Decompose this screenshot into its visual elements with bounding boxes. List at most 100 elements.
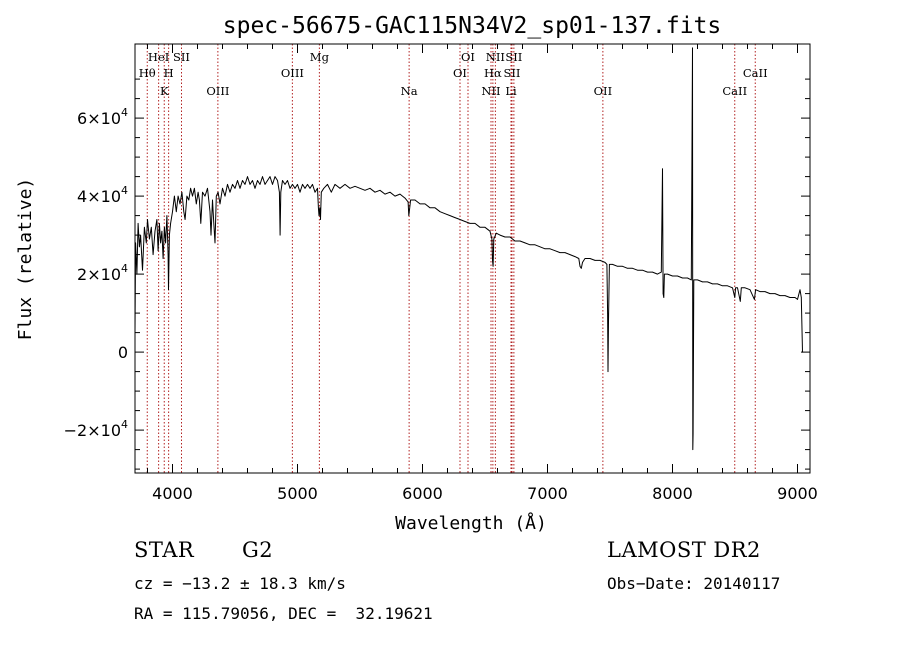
- data-point-182: [652, 271, 653, 273]
- x-tick-label-8000: 8000: [652, 484, 693, 503]
- data-point-7: [144, 227, 145, 228]
- data-point-92: [309, 188, 311, 189]
- data-point-46: [207, 188, 208, 189]
- data-point-66: [249, 184, 251, 185]
- data-point-25: [169, 234, 170, 236]
- data-point-20: [164, 227, 165, 228]
- data-point-101: [323, 188, 325, 189]
- data-point-203: [717, 283, 718, 285]
- line-label-10: OI: [461, 50, 475, 64]
- data-point-201: [707, 281, 708, 283]
- data-point-57: [227, 184, 228, 185]
- data-point-216: [759, 291, 761, 292]
- line-label-8: Na: [401, 84, 418, 98]
- data-point-190: [672, 275, 673, 277]
- data-point-220: [779, 295, 781, 296]
- data-point-4: [139, 246, 140, 248]
- data-point-131: [454, 217, 456, 218]
- data-point-191: [677, 275, 678, 277]
- data-point-211: [741, 287, 742, 289]
- data-point-163: [582, 262, 583, 263]
- data-point-177: [627, 268, 628, 269]
- data-point-218: [769, 293, 771, 294]
- data-point-86: [294, 188, 296, 189]
- data-point-88: [299, 191, 301, 193]
- data-point-204: [722, 285, 723, 287]
- y-tick-exponent-0: 4: [121, 106, 128, 119]
- data-point-132: [459, 219, 461, 220]
- data-point-157: [564, 252, 566, 253]
- data-point-176: [622, 266, 623, 267]
- data-point-24: [168, 289, 169, 291]
- data-point-148: [519, 240, 521, 242]
- data-point-146: [509, 236, 511, 238]
- data-point-8: [146, 242, 147, 244]
- data-point-48: [210, 234, 212, 236]
- y-tick-base-4: −2×10: [64, 421, 121, 440]
- line-label-16: SII: [505, 50, 522, 64]
- data-point-141: [492, 266, 494, 267]
- data-point-72: [264, 184, 266, 185]
- data-point-145: [504, 236, 506, 238]
- data-point-69: [257, 180, 258, 181]
- data-point-196: [692, 449, 694, 450]
- data-point-53: [217, 191, 219, 193]
- data-point-152: [539, 246, 541, 248]
- data-point-212: [744, 287, 746, 289]
- data-point-169: [606, 264, 608, 265]
- data-point-78: [279, 191, 280, 193]
- y-tick-label-4: −2×104: [64, 418, 128, 440]
- chart-title: spec-56675-GAC115N34V2_sp01-137.fits: [223, 13, 722, 39]
- data-point-68: [254, 188, 256, 189]
- data-point-85: [292, 184, 293, 185]
- y-tick-label-2: 2×104: [77, 262, 128, 284]
- survey-name: LAMOST DR2: [607, 538, 761, 562]
- data-point-138: [489, 230, 491, 232]
- data-point-207: [734, 297, 736, 298]
- line-label-19: CaII: [743, 66, 768, 80]
- data-point-10: [149, 238, 150, 240]
- line-label-2: K: [160, 84, 169, 98]
- data-point-27: [172, 211, 173, 212]
- data-point-35: [186, 195, 188, 197]
- line-label-9: OI: [453, 66, 467, 80]
- data-point-79: [279, 234, 281, 236]
- line-label-17: OII: [594, 84, 613, 98]
- data-point-99: [320, 219, 321, 220]
- y-axis-label: Flux (relative): [15, 178, 36, 341]
- x-tick-label-9000: 9000: [777, 484, 818, 503]
- data-point-100: [321, 191, 322, 193]
- data-point-150: [529, 244, 531, 246]
- data-point-173: [609, 264, 610, 265]
- data-point-147: [514, 240, 516, 242]
- data-point-134: [469, 223, 471, 224]
- data-point-183: [657, 273, 658, 275]
- plot-frame: [134, 43, 811, 474]
- data-point-93: [312, 184, 313, 185]
- line-label-1: HeI: [148, 50, 169, 64]
- data-point-181: [647, 271, 648, 273]
- data-point-221: [784, 295, 786, 296]
- data-point-5: [140, 234, 141, 236]
- data-point-194: [691, 279, 692, 281]
- object-subclass: G2: [242, 538, 274, 562]
- emission-line-markers: [146, 44, 756, 473]
- data-point-143: [496, 232, 497, 234]
- data-point-39: [194, 188, 195, 189]
- data-point-41: [197, 191, 199, 193]
- data-point-149: [524, 242, 526, 244]
- line-label-6: OIII: [281, 66, 304, 80]
- data-point-179: [637, 269, 638, 271]
- data-point-125: [424, 203, 426, 205]
- data-point-200: [702, 281, 703, 283]
- data-point-210: [740, 301, 741, 302]
- data-point-208: [735, 287, 736, 289]
- data-point-67: [252, 180, 253, 181]
- data-point-55: [222, 188, 223, 189]
- data-point-153: [544, 248, 546, 250]
- data-point-170: [607, 312, 608, 314]
- data-point-187: [663, 297, 665, 298]
- data-point-158: [569, 254, 571, 255]
- data-point-155: [554, 250, 556, 251]
